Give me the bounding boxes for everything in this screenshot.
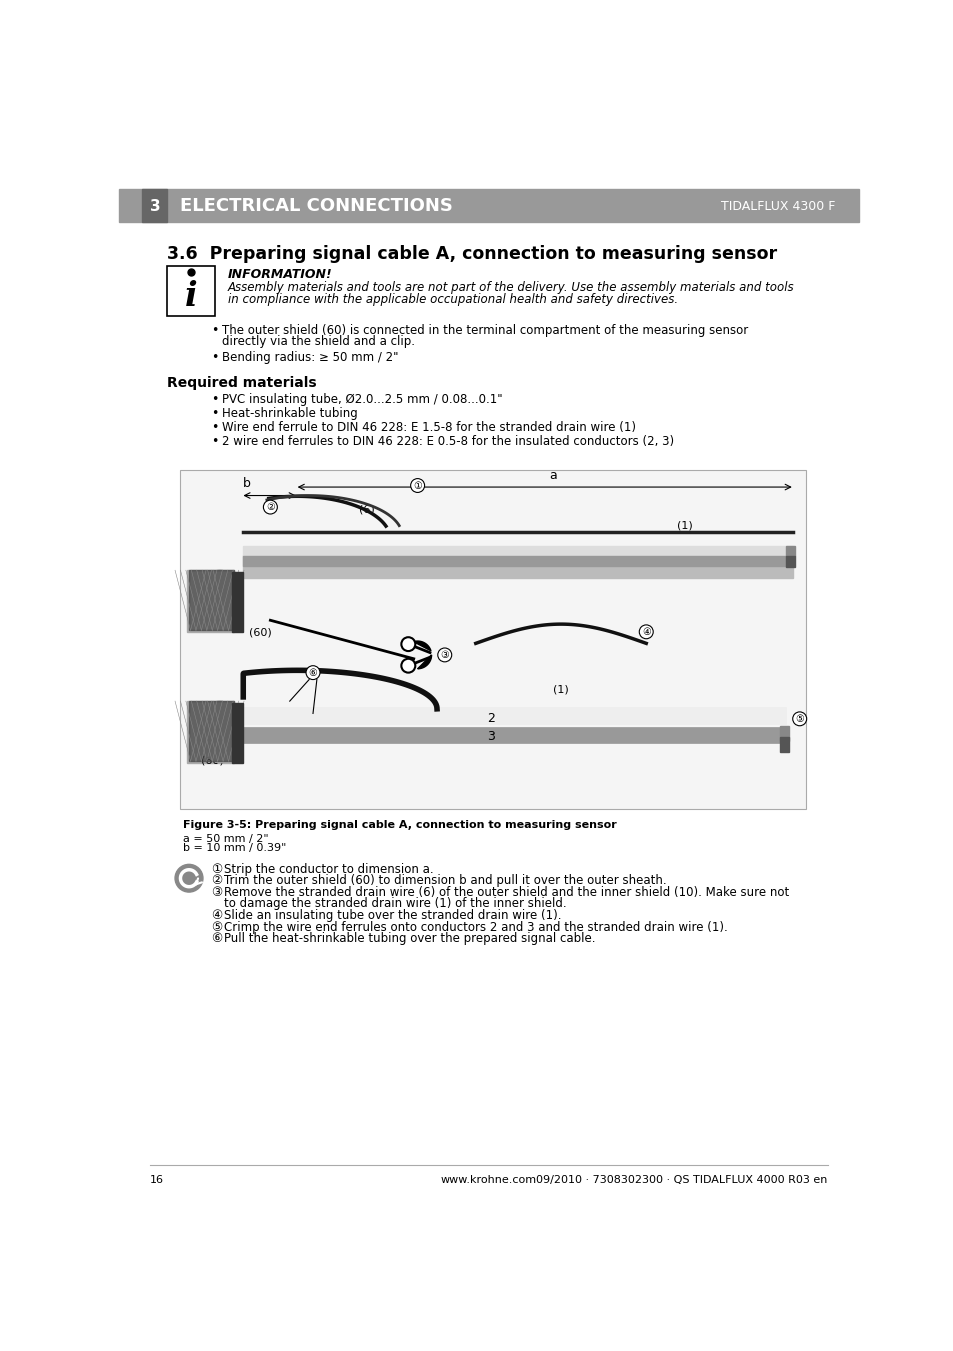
Text: •: • [211, 407, 218, 420]
Text: Crimp the wire end ferrules onto conductors 2 and 3 and the stranded drain wire : Crimp the wire end ferrules onto conduct… [224, 920, 727, 934]
Bar [189, 701, 233, 761]
Circle shape [263, 500, 277, 513]
Bar [187, 701, 233, 763]
Text: b = 10 mm / 0.39": b = 10 mm / 0.39" [183, 843, 286, 852]
Text: PVC insulating tube, Ø2.0...2.5 mm / 0.08...0.1": PVC insulating tube, Ø2.0...2.5 mm / 0.0… [221, 393, 501, 407]
Text: Wire end ferrule to DIN 46 228: E 1.5-8 for the stranded drain wire (1): Wire end ferrule to DIN 46 228: E 1.5-8 … [221, 422, 635, 434]
Text: (60): (60) [249, 628, 272, 638]
Text: 16: 16 [150, 1174, 164, 1185]
Bar [167, 266, 215, 316]
Text: ③: ③ [211, 886, 222, 898]
Bar [243, 708, 785, 724]
Text: Slide an insulating tube over the stranded drain wire (1).: Slide an insulating tube over the strand… [224, 909, 560, 921]
Text: ①: ① [413, 481, 421, 490]
Text: a: a [549, 469, 557, 482]
Text: ①: ① [211, 863, 222, 875]
Circle shape [306, 666, 319, 680]
Bar [187, 570, 233, 632]
Text: ⑥: ⑥ [309, 667, 317, 678]
Text: 2 wire end ferrules to DIN 46 228: E 0.5-8 for the insulated conductors (2, 3): 2 wire end ferrules to DIN 46 228: E 0.5… [221, 435, 673, 447]
Bar [785, 546, 794, 555]
Text: The outer shield (60) is connected in the terminal compartment of the measuring : The outer shield (60) is connected in th… [221, 324, 747, 336]
Circle shape [639, 626, 653, 639]
Text: •: • [211, 435, 218, 447]
Text: ④: ④ [641, 627, 650, 636]
Bar [179, 470, 805, 809]
Text: •: • [211, 351, 218, 363]
Text: Required materials: Required materials [167, 376, 316, 390]
Bar [785, 557, 794, 567]
Text: 3: 3 [487, 730, 495, 743]
Bar [243, 555, 793, 566]
Bar [243, 727, 785, 743]
Bar [119, 189, 858, 222]
Text: Heat-shrinkable tubing: Heat-shrinkable tubing [221, 407, 357, 420]
Text: •: • [211, 422, 218, 434]
Text: a = 50 mm / 2": a = 50 mm / 2" [183, 834, 268, 843]
Text: Pull the heat-shrinkable tubing over the prepared signal cable.: Pull the heat-shrinkable tubing over the… [224, 932, 595, 946]
Polygon shape [417, 655, 431, 669]
Bar [243, 546, 793, 555]
Text: Bending radius: ≥ 50 mm / 2": Bending radius: ≥ 50 mm / 2" [221, 351, 397, 363]
Bar [232, 703, 243, 763]
Text: www.krohne.com: www.krohne.com [440, 1174, 537, 1185]
Text: 09/2010 · 7308302300 · QS TIDALFLUX 4000 R03 en: 09/2010 · 7308302300 · QS TIDALFLUX 4000… [536, 1174, 827, 1185]
Circle shape [410, 478, 424, 493]
Text: Assembly materials and tools are not part of the delivery. Use the assembly mate: Assembly materials and tools are not par… [228, 281, 794, 293]
Text: 3.6  Preparing signal cable A, connection to measuring sensor: 3.6 Preparing signal cable A, connection… [167, 246, 777, 263]
Text: to damage the stranded drain wire (1) of the inner shield.: to damage the stranded drain wire (1) of… [224, 897, 566, 911]
Text: directly via the shield and a clip.: directly via the shield and a clip. [221, 335, 415, 347]
Text: ELECTRICAL CONNECTIONS: ELECTRICAL CONNECTIONS [179, 197, 452, 215]
Text: b: b [243, 477, 251, 490]
Circle shape [792, 712, 806, 725]
Text: ⑥: ⑥ [211, 932, 222, 946]
Text: in compliance with the applicable occupational health and safety directives.: in compliance with the applicable occupa… [228, 293, 678, 307]
Text: 2: 2 [487, 712, 495, 724]
Text: ③: ③ [440, 650, 449, 659]
Bar [189, 570, 233, 631]
Ellipse shape [200, 701, 239, 763]
Text: (1): (1) [677, 520, 692, 530]
Bar [243, 555, 793, 578]
Text: Trim the outer shield (60) to dimension b and pull it over the outer sheath.: Trim the outer shield (60) to dimension … [224, 874, 666, 888]
Text: ②: ② [211, 874, 222, 888]
Text: ⑤: ⑤ [795, 713, 803, 724]
Text: ⑤: ⑤ [211, 920, 222, 934]
Text: ②: ② [266, 503, 274, 512]
Text: Figure 3-5: Preparing signal cable A, connection to measuring sensor: Figure 3-5: Preparing signal cable A, co… [183, 820, 616, 831]
Polygon shape [413, 642, 431, 651]
Ellipse shape [200, 570, 239, 632]
Circle shape [174, 865, 203, 892]
Text: Strip the conductor to dimension a.: Strip the conductor to dimension a. [224, 863, 433, 875]
Circle shape [401, 638, 415, 651]
Text: i: i [185, 281, 197, 313]
Text: (60): (60) [200, 755, 223, 765]
Bar [232, 571, 243, 632]
Bar [142, 189, 167, 222]
Circle shape [401, 659, 415, 673]
Text: 3: 3 [150, 199, 160, 213]
Circle shape [437, 648, 452, 662]
Text: Remove the stranded drain wire (6) of the outer shield and the inner shield (10): Remove the stranded drain wire (6) of th… [224, 886, 788, 898]
Text: (1): (1) [553, 684, 568, 694]
Text: TIDALFLUX 4300 F: TIDALFLUX 4300 F [720, 200, 835, 212]
Text: ④: ④ [211, 909, 222, 921]
Text: INFORMATION!: INFORMATION! [228, 269, 333, 281]
Bar [779, 736, 788, 753]
Text: (6): (6) [359, 505, 375, 515]
Text: •: • [211, 324, 218, 336]
Bar [779, 725, 788, 742]
Text: •: • [211, 393, 218, 407]
